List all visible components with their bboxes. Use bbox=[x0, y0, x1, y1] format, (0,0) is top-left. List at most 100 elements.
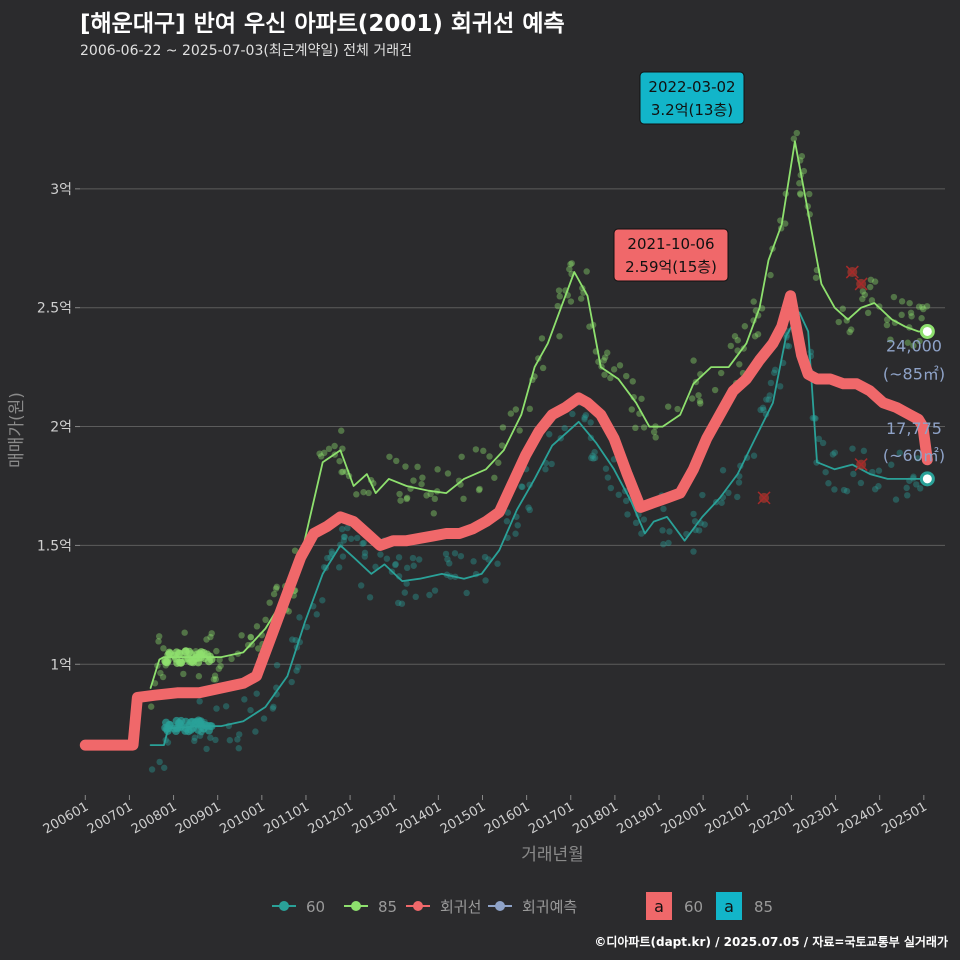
transaction-point-85 bbox=[185, 647, 194, 656]
annotation-value: 2.59억(15층) bbox=[625, 258, 717, 276]
transaction-point-85 bbox=[210, 676, 218, 683]
x-tick-label: 200801 bbox=[129, 799, 179, 837]
transaction-point-60 bbox=[482, 577, 489, 584]
transaction-point-85 bbox=[796, 190, 804, 197]
x-tick-label: 202101 bbox=[703, 799, 753, 837]
transaction-point-60 bbox=[392, 560, 399, 568]
transaction-point-60 bbox=[353, 534, 361, 542]
transaction-point-60 bbox=[699, 491, 706, 499]
transaction-point-60 bbox=[392, 561, 399, 569]
transaction-point-85 bbox=[640, 424, 648, 431]
transaction-point-85 bbox=[339, 468, 347, 475]
legend-fill-letter: a bbox=[724, 897, 734, 916]
transaction-point-85 bbox=[180, 670, 187, 678]
transaction-point-60 bbox=[831, 449, 838, 456]
transaction-point-85 bbox=[427, 490, 434, 498]
transaction-point-85 bbox=[338, 427, 345, 434]
transaction-point-85 bbox=[690, 357, 697, 364]
transaction-point-85 bbox=[583, 268, 590, 275]
transaction-point-85 bbox=[604, 349, 611, 356]
legend-fill-swatch bbox=[716, 892, 742, 920]
transaction-point-85 bbox=[567, 260, 574, 268]
transaction-point-85 bbox=[386, 453, 393, 460]
transaction-point-60 bbox=[660, 505, 667, 513]
end-value-label: 24,000 bbox=[886, 336, 942, 355]
series-line-0 bbox=[149, 311, 924, 746]
transaction-point-60 bbox=[892, 496, 900, 503]
transaction-point-85 bbox=[325, 445, 333, 453]
transaction-point-60 bbox=[701, 521, 708, 528]
transaction-point-60 bbox=[395, 573, 403, 580]
transaction-point-60 bbox=[410, 562, 417, 569]
transaction-point-85 bbox=[247, 634, 255, 641]
x-tick-label: 201801 bbox=[570, 799, 620, 837]
annotation-date: 2021-10-06 bbox=[627, 235, 714, 253]
x-tick-label: 202201 bbox=[747, 799, 797, 837]
transaction-point-60 bbox=[903, 484, 910, 492]
transaction-point-85 bbox=[919, 303, 926, 311]
transaction-point-60 bbox=[640, 516, 648, 523]
transaction-point-60 bbox=[191, 734, 198, 741]
y-tick-label: 1.5억 bbox=[37, 538, 72, 554]
transaction-point-60 bbox=[860, 447, 868, 455]
transaction-point-60 bbox=[725, 489, 732, 497]
transaction-point-85 bbox=[270, 590, 278, 598]
transaction-point-85 bbox=[498, 442, 506, 449]
transaction-point-85 bbox=[871, 278, 879, 285]
transaction-point-85 bbox=[741, 323, 749, 330]
transaction-point-60 bbox=[412, 593, 419, 601]
cancelled-cross bbox=[854, 277, 868, 291]
transaction-point-85 bbox=[806, 190, 813, 198]
transaction-point-85 bbox=[495, 459, 502, 466]
transaction-point-85 bbox=[273, 583, 280, 591]
cancelled-cross bbox=[845, 265, 859, 279]
transaction-point-60 bbox=[735, 479, 743, 486]
transaction-point-85 bbox=[839, 305, 846, 312]
legend-fill-swatch bbox=[646, 892, 672, 920]
transaction-point-60 bbox=[203, 745, 210, 753]
transaction-point-60 bbox=[148, 766, 156, 773]
transaction-point-85 bbox=[923, 303, 931, 310]
x-tick-label: 201201 bbox=[306, 799, 356, 837]
transaction-point-60 bbox=[181, 726, 190, 735]
transaction-point-60 bbox=[776, 383, 784, 390]
transaction-point-85 bbox=[629, 378, 636, 385]
transaction-point-85 bbox=[793, 129, 800, 137]
transaction-point-85 bbox=[782, 220, 789, 227]
transaction-point-85 bbox=[568, 260, 576, 267]
legend-label: 85 bbox=[378, 898, 397, 916]
transaction-point-85 bbox=[155, 638, 162, 645]
transaction-point-60 bbox=[341, 533, 348, 541]
transaction-point-60 bbox=[359, 540, 366, 547]
transaction-point-85 bbox=[616, 362, 624, 369]
transaction-point-60 bbox=[335, 564, 343, 571]
transaction-point-60 bbox=[292, 636, 299, 644]
transaction-point-85 bbox=[403, 495, 410, 503]
legend-fill-label: 60 bbox=[684, 898, 703, 916]
legend-fill-label: 85 bbox=[754, 898, 773, 916]
transaction-point-85 bbox=[538, 335, 546, 342]
transaction-point-60 bbox=[503, 518, 511, 525]
transaction-point-60 bbox=[822, 468, 829, 476]
transaction-point-60 bbox=[602, 465, 610, 472]
transaction-point-85 bbox=[866, 283, 874, 291]
transaction-point-60 bbox=[512, 530, 519, 537]
transaction-point-60 bbox=[241, 696, 248, 703]
end-unit-label: (~85㎡) bbox=[883, 364, 945, 383]
transaction-point-60 bbox=[366, 594, 374, 601]
series-line-2 bbox=[79, 290, 933, 751]
transaction-point-60 bbox=[156, 758, 163, 766]
transaction-point-85 bbox=[867, 276, 875, 283]
transaction-point-60 bbox=[338, 525, 346, 533]
transaction-point-60 bbox=[622, 497, 630, 505]
x-tick-label: 201701 bbox=[526, 799, 576, 837]
transaction-point-85 bbox=[423, 492, 430, 499]
transaction-point-85 bbox=[360, 488, 367, 496]
transaction-point-85 bbox=[155, 633, 163, 640]
transaction-point-60 bbox=[196, 698, 203, 705]
transaction-point-85 bbox=[796, 180, 803, 187]
transaction-point-60 bbox=[588, 454, 595, 462]
y-tick-label: 2.5억 bbox=[37, 301, 72, 317]
transaction-point-60 bbox=[587, 419, 594, 426]
transaction-point-60 bbox=[719, 467, 727, 474]
